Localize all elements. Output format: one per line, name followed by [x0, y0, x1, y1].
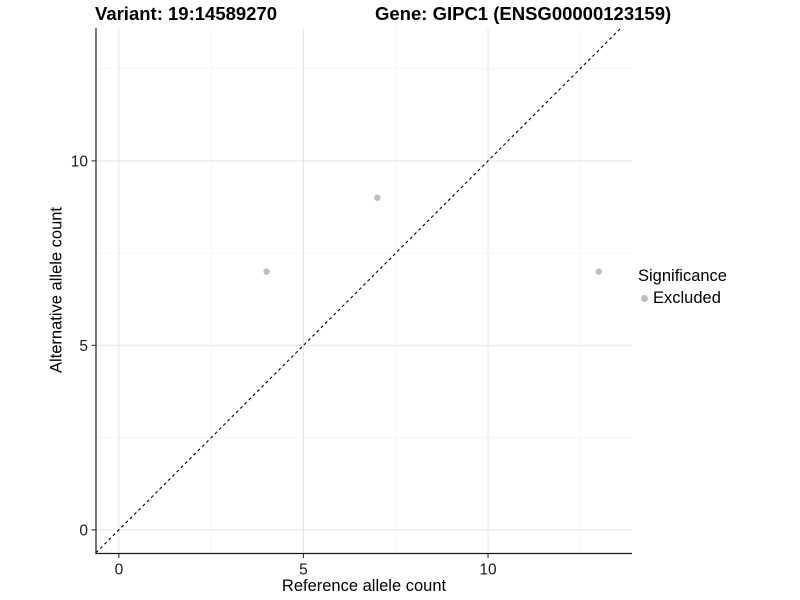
plot-title-variant: Variant: 19:14589270	[95, 3, 278, 24]
excluded-point-icon	[641, 295, 648, 302]
y-tick-label: 5	[79, 338, 88, 355]
x-tick-label: 0	[115, 562, 124, 579]
data-point	[374, 194, 381, 201]
legend-item-excluded: Excluded	[638, 289, 727, 308]
x-axis-title: Reference allele count	[281, 577, 447, 595]
identity-line	[95, 27, 622, 554]
y-tick-label: 10	[71, 153, 89, 170]
data-point	[263, 268, 270, 275]
y-axis-title: Alternative allele count	[47, 206, 66, 374]
y-tick-label: 0	[79, 522, 88, 539]
x-tick-label: 10	[479, 562, 497, 579]
data-point	[595, 268, 602, 275]
plot-title-gene: Gene: GIPC1 (ENSG00000123159)	[375, 3, 672, 24]
legend-item-label: Excluded	[653, 289, 721, 307]
legend: Significance Excluded	[638, 267, 727, 308]
legend-title: Significance	[638, 267, 727, 285]
x-tick-label: 5	[299, 562, 308, 579]
